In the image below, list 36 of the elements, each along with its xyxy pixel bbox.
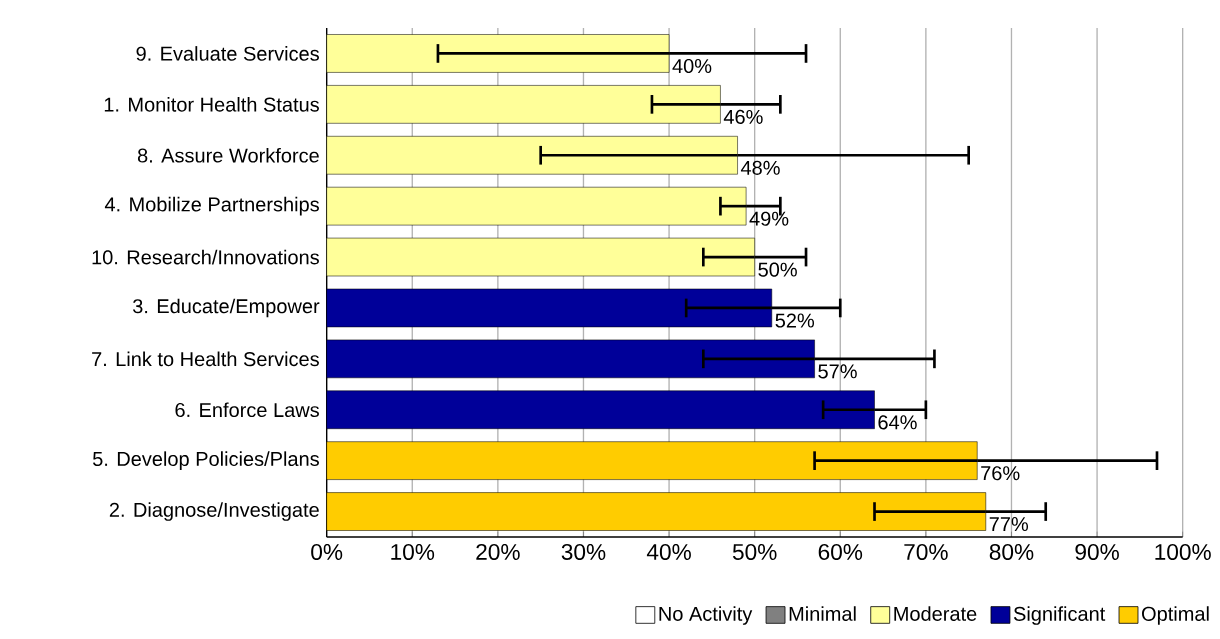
legend-label: Minimal: [789, 606, 856, 621]
x-tick-label: 70%: [904, 543, 948, 560]
x-tick-label: 80%: [989, 543, 1034, 560]
legend-label: No Activity: [659, 606, 753, 625]
legend-label: Significant: [1013, 606, 1106, 625]
x-tick-label: 0%: [311, 543, 343, 560]
x-tick-label: 20%: [476, 543, 520, 560]
x-tick-label: 50%: [732, 543, 777, 560]
data-label: 76%: [981, 466, 1020, 481]
data-label: 64%: [878, 415, 917, 430]
legend-label: Moderate: [894, 606, 977, 621]
data-label: 77%: [989, 517, 1029, 532]
y-tick-label: 6. Enforce Laws: [175, 402, 319, 418]
data-label: 52%: [775, 313, 815, 328]
y-tick-label: 4. Mobilize Partnerships: [104, 196, 319, 216]
y-tick-label: 8. Assure Workforce: [137, 147, 319, 163]
data-label: 57%: [818, 364, 857, 379]
x-tick-label: 60%: [818, 543, 863, 560]
data-label: 46%: [723, 109, 763, 124]
data-label: 48%: [740, 160, 780, 175]
y-tick-label: 9. Evaluate Services: [136, 46, 319, 61]
data-label: 50%: [758, 262, 797, 277]
y-tick-label: 5. Develop Policies/Plans: [93, 451, 319, 470]
data-label: 49%: [749, 211, 789, 226]
y-tick-label: 10. Research/Innovations: [92, 249, 319, 265]
x-tick-label: 90%: [1075, 543, 1119, 560]
x-tick-label: 10%: [391, 543, 435, 560]
x-tick-label: 30%: [561, 543, 606, 560]
legend-label: Optimal: [1142, 606, 1209, 625]
y-tick-label: 7. Link to Health Services: [92, 351, 319, 367]
data-label: 40%: [672, 58, 712, 74]
y-tick-label: 2. Diagnose/Investigate: [109, 502, 319, 521]
x-tick-label: 40%: [646, 543, 691, 560]
x-tick-label: 100%: [1155, 543, 1211, 560]
y-tick-label: 1. Monitor Health Status: [104, 97, 319, 112]
y-tick-label: 3. Educate/Empower: [132, 298, 320, 318]
